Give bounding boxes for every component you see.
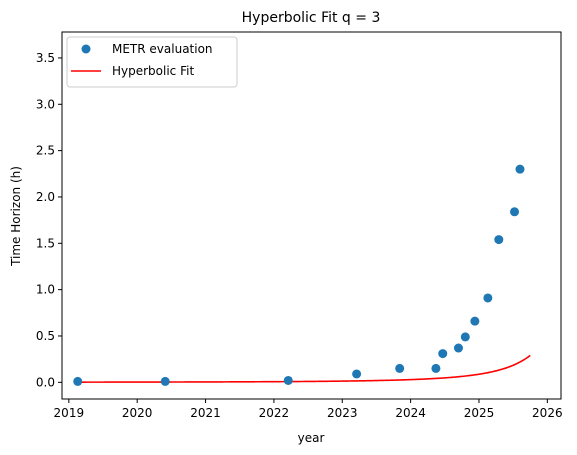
x-tick-label: 2019: [54, 406, 85, 420]
data-point: [283, 375, 293, 385]
axes-frame: [61, 31, 562, 400]
y-tick-label: 0.5: [36, 329, 55, 343]
y-tick-label: 3.0: [36, 97, 55, 111]
y-axis: 0.0 0.5 1.0 1.5 2.0 2.5 3.0 3.5: [36, 51, 62, 389]
x-axis: 2019 2020 2021 2022 2023 2024 2025 2026: [54, 399, 563, 420]
legend-box: [66, 36, 238, 88]
data-point: [431, 363, 441, 373]
x-tick-label: 2025: [464, 406, 495, 420]
points-layer: [73, 164, 525, 386]
x-axis-label: year: [298, 431, 325, 445]
data-point: [470, 316, 480, 326]
y-axis-label: Time Horizon (h): [9, 166, 23, 267]
plot-area: [61, 31, 562, 400]
legend-marker-scatter: [81, 44, 91, 54]
x-tick-label: 2023: [327, 406, 358, 420]
data-point: [395, 363, 405, 373]
data-point: [460, 332, 470, 342]
data-point: [483, 293, 493, 303]
x-tick-label: 2026: [532, 406, 563, 420]
x-tick-label: 2022: [259, 406, 290, 420]
y-tick-label: 2.5: [36, 144, 55, 158]
y-tick-label: 1.5: [36, 236, 55, 250]
y-tick-label: 3.5: [36, 51, 55, 65]
data-point: [494, 235, 504, 245]
chart-title: Hyperbolic Fit q = 3: [242, 10, 381, 26]
x-tick-label: 2020: [122, 406, 153, 420]
y-tick-label: 1.0: [36, 283, 55, 297]
data-point: [352, 369, 362, 379]
data-point: [160, 376, 170, 386]
data-point: [515, 164, 525, 174]
data-point: [510, 207, 520, 217]
fit-layer: [77, 354, 531, 383]
legend: METR evaluation Hyperbolic Fit: [66, 36, 238, 88]
x-tick-label: 2024: [395, 406, 426, 420]
y-tick-label: 0.0: [36, 375, 55, 389]
fit-line: [77, 354, 531, 383]
legend-label-line: Hyperbolic Fit: [112, 64, 194, 78]
x-tick-label: 2021: [190, 406, 221, 420]
data-point: [453, 343, 463, 353]
data-point: [438, 349, 448, 359]
data-point: [73, 376, 83, 386]
y-tick-label: 2.0: [36, 190, 55, 204]
legend-label-scatter: METR evaluation: [112, 42, 213, 56]
